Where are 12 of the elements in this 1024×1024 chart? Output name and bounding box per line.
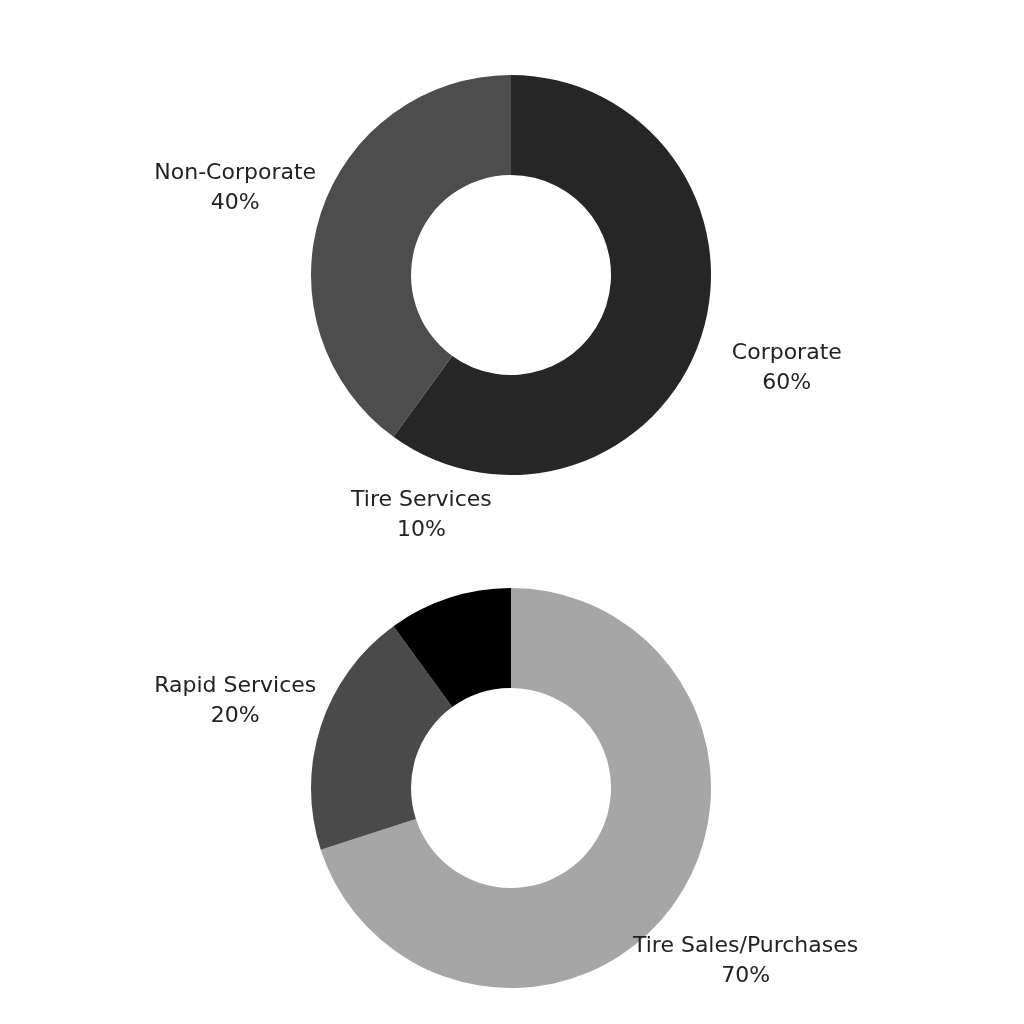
data-label: 40% [210, 189, 260, 215]
donut-slice [393, 588, 511, 708]
slice-label: Non-Corporate [154, 159, 317, 185]
data-label: 20% [210, 702, 260, 728]
slice-label: Corporate [731, 338, 842, 364]
data-label: 60% [762, 368, 812, 394]
slice-label: Tire Sales/Purchases [631, 932, 859, 958]
donut-slice [393, 75, 711, 475]
slice-label: Tire Services [350, 486, 492, 512]
data-label: 70% [721, 962, 771, 988]
slice-label: Rapid Services [154, 672, 317, 698]
data-label: 10% [396, 516, 446, 542]
